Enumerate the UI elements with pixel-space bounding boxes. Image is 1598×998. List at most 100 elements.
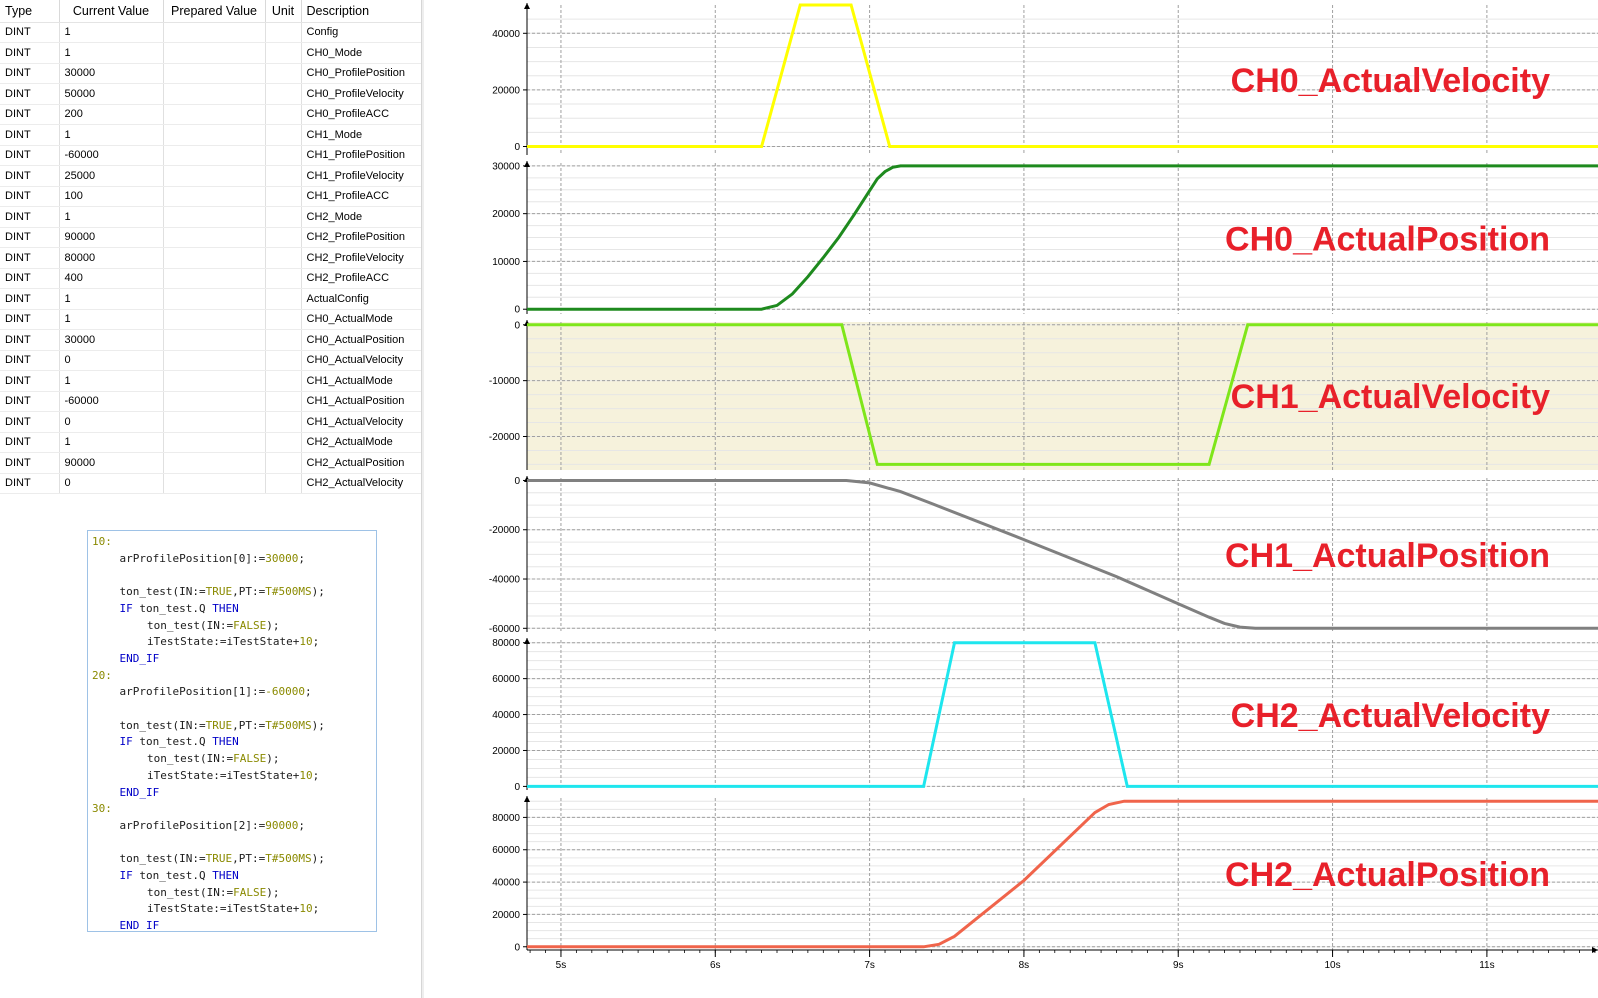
column-header-prepared-value[interactable]: Prepared Value	[163, 0, 266, 23]
code-token: T#500MS	[265, 585, 312, 599]
table-row[interactable]: DINT 1 CH0_ActualMode	[0, 309, 422, 330]
cell-current-value: 0	[59, 411, 164, 433]
column-header-description[interactable]: Description	[301, 0, 422, 23]
code-line: ton_test(IN:=TRUE,PT:=T#500MS);	[120, 719, 325, 732]
cell-prepared-value[interactable]	[163, 124, 266, 146]
cell-prepared-value[interactable]	[163, 145, 266, 166]
table-row[interactable]: DINT 0 CH1_ActualVelocity	[0, 411, 422, 433]
table-row[interactable]: DINT 100 CH1_ProfileACC	[0, 186, 422, 207]
cell-type: DINT	[0, 370, 60, 392]
cell-prepared-value[interactable]	[163, 63, 266, 84]
table-row[interactable]: DINT 0 CH0_ActualVelocity	[0, 350, 422, 371]
y-tick-label: 0	[514, 476, 520, 487]
table-row[interactable]: DINT 1 CH0_Mode	[0, 42, 422, 64]
code-token: ;	[312, 635, 320, 649]
cell-prepared-value[interactable]	[163, 165, 266, 187]
table-row[interactable]: DINT 200 CH0_ProfileACC	[0, 104, 422, 125]
cell-prepared-value[interactable]	[163, 329, 266, 351]
cell-current-value: 30000	[59, 63, 164, 84]
cell-current-value: 0	[59, 473, 164, 494]
cell-current-value: 1	[59, 42, 164, 64]
table-row[interactable]: DINT 1 ActualConfig	[0, 288, 422, 310]
cell-prepared-value[interactable]	[163, 22, 266, 43]
table-row[interactable]: DINT 0 CH2_ActualVelocity	[0, 473, 422, 494]
table-row[interactable]: DINT 50000 CH0_ProfileVelocity	[0, 83, 422, 105]
code-line: ton_test(IN:=FALSE);	[147, 752, 279, 765]
cell-description: CH2_ProfileVelocity	[301, 247, 422, 269]
cell-prepared-value[interactable]	[163, 104, 266, 125]
column-header-current-value[interactable]: Current Value	[59, 0, 164, 23]
cell-prepared-value[interactable]	[163, 268, 266, 289]
code-line: iTestState:=iTestState+10;	[147, 769, 319, 782]
structured-text-code-editor[interactable]: 10: arProfilePosition[0]:=30000; ton_test(…	[87, 530, 377, 932]
cell-unit	[265, 145, 302, 166]
cell-prepared-value[interactable]	[163, 473, 266, 494]
code-token: ton_test(IN:=	[147, 752, 234, 766]
cell-prepared-value[interactable]	[163, 83, 266, 105]
pane-splitter[interactable]	[421, 0, 424, 998]
cell-prepared-value[interactable]	[163, 432, 266, 453]
table-row[interactable]: DINT -60000 CH1_ProfilePosition	[0, 145, 422, 166]
cell-description: CH2_ActualVelocity	[301, 473, 422, 494]
table-row[interactable]: DINT 400 CH2_ProfileACC	[0, 268, 422, 289]
code-token: ton_test(IN:=	[119, 718, 206, 732]
x-tick-label: 9s	[1173, 960, 1184, 971]
table-row[interactable]: DINT -60000 CH1_ActualPosition	[0, 391, 422, 412]
cell-prepared-value[interactable]	[163, 309, 266, 330]
table-row[interactable]: DINT 1 Config	[0, 22, 422, 43]
cell-prepared-value[interactable]	[163, 42, 266, 64]
cell-prepared-value[interactable]	[163, 206, 266, 228]
cell-prepared-value[interactable]	[163, 227, 266, 248]
table-row[interactable]: DINT 1 CH2_ActualMode	[0, 432, 422, 453]
table-row[interactable]: DINT 1 CH1_ActualMode	[0, 370, 422, 392]
column-header-type[interactable]: Type	[0, 0, 60, 23]
cell-description: CH0_ActualVelocity	[301, 350, 422, 371]
y-tick-label: 20000	[492, 910, 520, 921]
table-row[interactable]: DINT 30000 CH0_ProfilePosition	[0, 63, 422, 84]
series-markers	[527, 800, 1598, 948]
x-tick-label: 6s	[710, 960, 721, 971]
cell-current-value: 1	[59, 432, 164, 453]
code-line: ton_test(IN:=TRUE,PT:=T#500MS);	[120, 852, 325, 865]
code-token: FALSE	[233, 885, 267, 899]
table-row[interactable]: DINT 1 CH2_Mode	[0, 206, 422, 228]
code-token: ;	[298, 551, 305, 565]
cell-prepared-value[interactable]	[163, 247, 266, 269]
table-row[interactable]: DINT 90000 CH2_ProfilePosition	[0, 227, 422, 248]
cell-prepared-value[interactable]	[163, 452, 266, 474]
cell-unit	[265, 186, 302, 207]
table-row[interactable]: DINT 90000 CH2_ActualPosition	[0, 452, 422, 474]
cell-description: CH2_ProfilePosition	[301, 227, 422, 248]
cell-current-value: 80000	[59, 247, 164, 269]
cell-type: DINT	[0, 309, 60, 330]
table-row[interactable]: DINT 80000 CH2_ProfileVelocity	[0, 247, 422, 269]
code-token: );	[311, 718, 325, 732]
cell-unit	[265, 104, 302, 125]
cell-unit	[265, 206, 302, 228]
cell-prepared-value[interactable]	[163, 350, 266, 371]
table-row[interactable]: DINT 30000 CH0_ActualPosition	[0, 329, 422, 351]
cell-prepared-value[interactable]	[163, 391, 266, 412]
column-header-unit[interactable]: Unit	[265, 0, 302, 23]
cell-prepared-value[interactable]	[163, 411, 266, 433]
cell-prepared-value[interactable]	[163, 288, 266, 310]
cell-type: DINT	[0, 329, 60, 351]
cell-current-value: 90000	[59, 452, 164, 474]
cell-prepared-value[interactable]	[163, 186, 266, 207]
y-axis-arrow	[524, 638, 530, 644]
code-token: 20:	[92, 668, 112, 682]
cell-description: CH1_ProfilePosition	[301, 145, 422, 166]
table-row[interactable]: DINT 1 CH1_Mode	[0, 124, 422, 146]
trend-chart[interactable]: 0 20000 40000 CH0_ActualVelocity 0 10000 20000…	[424, 0, 1598, 998]
cell-description: Config	[301, 22, 422, 43]
cell-type: DINT	[0, 186, 60, 207]
x-tick-label: 5s	[556, 960, 567, 971]
cell-type: DINT	[0, 104, 60, 125]
table-row[interactable]: DINT 25000 CH1_ProfileVelocity	[0, 165, 422, 187]
cell-prepared-value[interactable]	[163, 370, 266, 392]
cell-current-value: 90000	[59, 227, 164, 248]
code-token: TRUE	[205, 852, 233, 866]
cell-description: CH0_ActualPosition	[301, 329, 422, 351]
code-token: iTestState:=iTestState+	[147, 635, 300, 649]
cell-unit	[265, 124, 302, 146]
